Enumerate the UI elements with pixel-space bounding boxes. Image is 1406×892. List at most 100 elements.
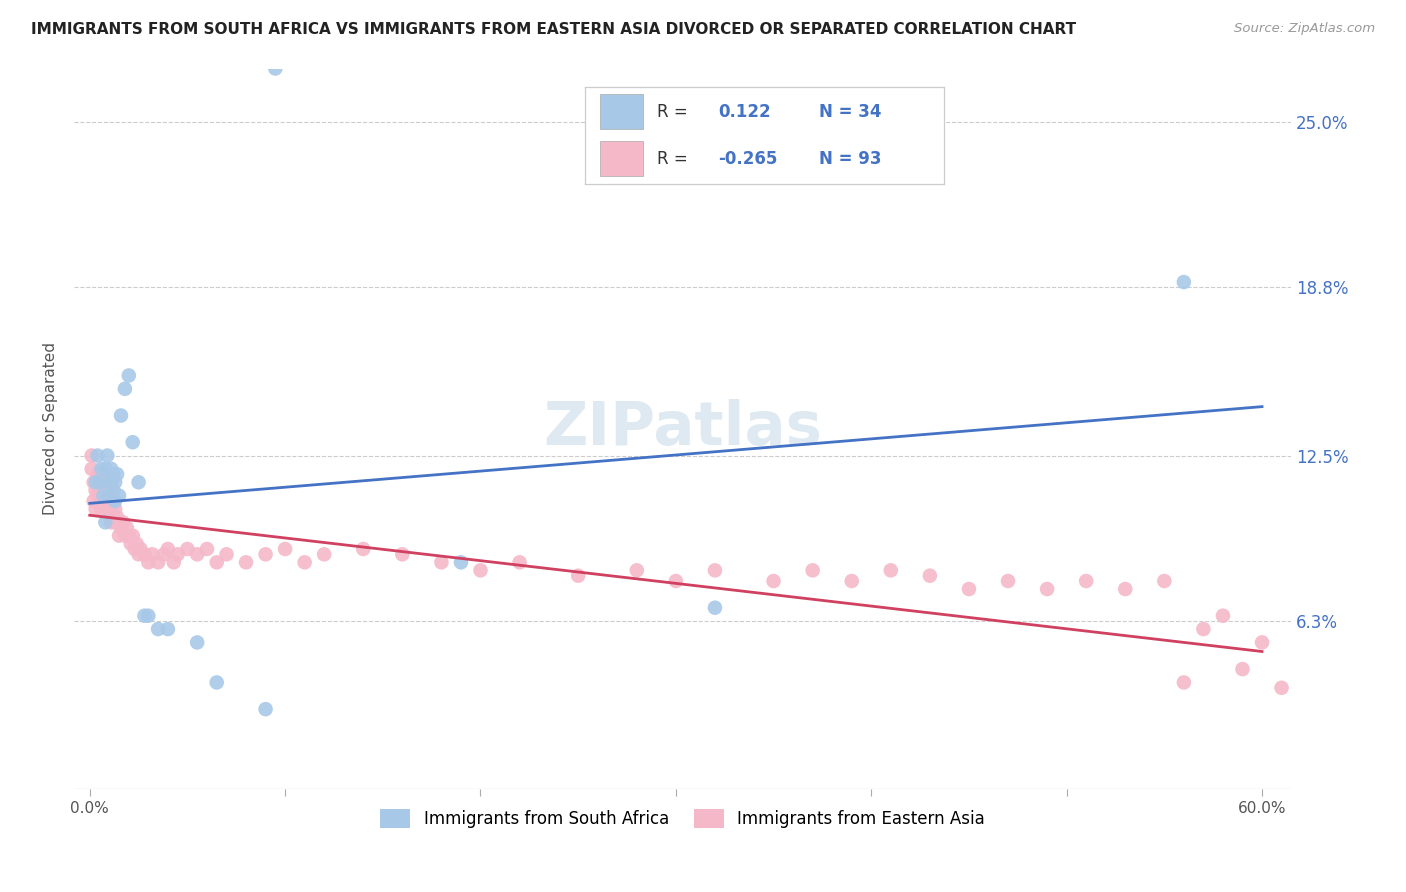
Point bbox=[1036, 582, 1059, 596]
Y-axis label: Divorced or Separated: Divorced or Separated bbox=[44, 343, 58, 516]
Point bbox=[94, 475, 117, 490]
Point bbox=[105, 467, 128, 482]
Point bbox=[110, 409, 132, 423]
Point bbox=[104, 475, 127, 490]
Point bbox=[176, 541, 198, 556]
Point bbox=[100, 502, 122, 516]
Point bbox=[104, 494, 127, 508]
Point bbox=[101, 510, 124, 524]
Point bbox=[470, 563, 492, 577]
Point bbox=[146, 555, 169, 569]
Point bbox=[108, 516, 131, 530]
Point bbox=[94, 462, 117, 476]
Point bbox=[430, 555, 453, 569]
Point bbox=[134, 608, 156, 623]
Point bbox=[114, 528, 136, 542]
Point bbox=[124, 541, 146, 556]
Point bbox=[125, 536, 148, 550]
Point bbox=[264, 62, 287, 76]
Point bbox=[94, 494, 117, 508]
Point bbox=[101, 494, 124, 508]
Point bbox=[101, 483, 124, 498]
Point bbox=[141, 547, 163, 561]
Point bbox=[120, 536, 142, 550]
Point bbox=[121, 528, 143, 542]
Point bbox=[1388, 681, 1406, 695]
Point bbox=[118, 528, 141, 542]
Point bbox=[80, 462, 103, 476]
Point bbox=[98, 483, 121, 498]
Point bbox=[114, 382, 136, 396]
Point bbox=[1368, 670, 1391, 684]
Point bbox=[118, 368, 141, 383]
Point bbox=[704, 600, 727, 615]
Point bbox=[89, 475, 111, 490]
Point bbox=[89, 494, 111, 508]
Point bbox=[115, 521, 138, 535]
Point bbox=[84, 475, 107, 490]
Point bbox=[1289, 654, 1312, 668]
Point bbox=[156, 541, 179, 556]
Point bbox=[134, 547, 156, 561]
Point bbox=[801, 563, 824, 577]
Point bbox=[957, 582, 980, 596]
Point bbox=[108, 489, 131, 503]
Point bbox=[80, 449, 103, 463]
Point bbox=[96, 502, 118, 516]
Point bbox=[1232, 662, 1254, 676]
Point bbox=[86, 449, 108, 463]
Point bbox=[195, 541, 218, 556]
Point bbox=[1076, 574, 1098, 588]
Point bbox=[1309, 697, 1331, 711]
Point bbox=[101, 467, 124, 482]
Point bbox=[509, 555, 531, 569]
Point bbox=[96, 489, 118, 503]
Point bbox=[90, 502, 112, 516]
Point bbox=[1192, 622, 1215, 636]
Point bbox=[138, 555, 160, 569]
Point bbox=[1173, 275, 1195, 289]
Point bbox=[110, 521, 132, 535]
Point bbox=[94, 516, 117, 530]
Point bbox=[93, 489, 115, 503]
Point bbox=[1348, 702, 1371, 716]
Point bbox=[146, 622, 169, 636]
Point bbox=[153, 547, 176, 561]
Point bbox=[1270, 681, 1292, 695]
Point bbox=[121, 435, 143, 450]
Legend: Immigrants from South Africa, Immigrants from Eastern Asia: Immigrants from South Africa, Immigrants… bbox=[374, 803, 991, 835]
Point bbox=[1153, 574, 1175, 588]
Point bbox=[450, 555, 472, 569]
Point bbox=[1212, 608, 1234, 623]
Point bbox=[83, 475, 105, 490]
Point bbox=[254, 702, 277, 716]
Point bbox=[665, 574, 688, 588]
Point bbox=[84, 483, 107, 498]
Point bbox=[156, 622, 179, 636]
Point bbox=[138, 608, 160, 623]
Point bbox=[84, 502, 107, 516]
Point bbox=[186, 635, 208, 649]
Point bbox=[96, 449, 118, 463]
Point bbox=[90, 462, 112, 476]
Point bbox=[567, 568, 589, 582]
Point bbox=[105, 510, 128, 524]
Point bbox=[128, 475, 150, 490]
Text: ZIPatlas: ZIPatlas bbox=[543, 400, 823, 458]
Point bbox=[104, 502, 127, 516]
Point bbox=[352, 541, 374, 556]
Point bbox=[128, 547, 150, 561]
Point bbox=[1114, 582, 1136, 596]
Point bbox=[704, 563, 727, 577]
Point bbox=[93, 467, 115, 482]
Point bbox=[86, 467, 108, 482]
Point bbox=[215, 547, 238, 561]
Point bbox=[1173, 675, 1195, 690]
Point bbox=[98, 475, 121, 490]
Point bbox=[997, 574, 1019, 588]
Point bbox=[83, 494, 105, 508]
Point bbox=[98, 489, 121, 503]
Point bbox=[186, 547, 208, 561]
Point bbox=[86, 489, 108, 503]
Point bbox=[93, 489, 115, 503]
